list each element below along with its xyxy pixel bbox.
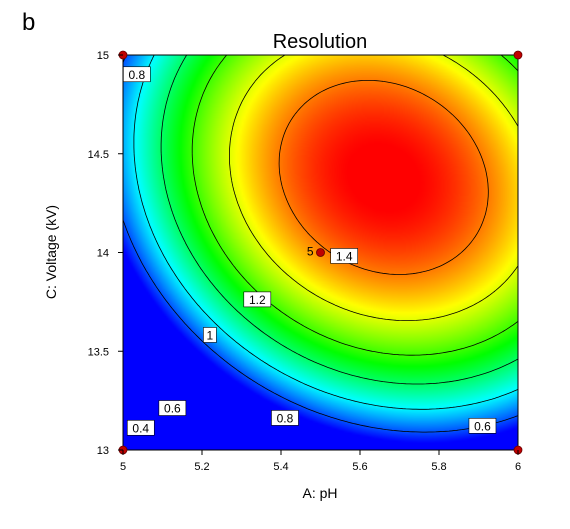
contour-line-1-2 (229, 54, 519, 321)
contour-label-box (243, 291, 272, 308)
contour-label-box (468, 417, 497, 434)
x-tick-label: 5.2 (194, 461, 209, 473)
contour-label: 0.8 (271, 410, 299, 426)
contour-label: 0.4 (126, 419, 155, 436)
panel-label: b (22, 9, 35, 36)
contour-label: 0.6 (468, 417, 497, 434)
contour-label-text: 0.6 (164, 402, 181, 416)
x-tick-label: 5.6 (352, 461, 367, 473)
plot-area: 0.8 1.4 1.2 1 0.8 0.6 0.4 0.6 5 (118, 50, 523, 455)
contour-label-text: 0.8 (277, 411, 294, 425)
replicate-count-label: 5 (307, 245, 314, 259)
x-tick-label: 5.4 (273, 461, 288, 473)
contour-label-box (126, 419, 155, 436)
contour-label: 0.6 (158, 400, 187, 416)
y-tick-label: 15 (97, 50, 109, 62)
contour-label-box (158, 400, 187, 416)
x-tick-label: 5.8 (431, 461, 446, 473)
design-point (513, 50, 523, 60)
x-tick-label: 5 (120, 461, 126, 473)
chart-title: Resolution (273, 31, 368, 53)
contour-line-0-6 (133, 54, 519, 410)
y-tick-label: 13.5 (88, 346, 109, 358)
x-axis: 5 5.2 5.4 5.6 5.8 6 (120, 450, 521, 473)
contour-line-0-8 (160, 54, 519, 385)
y-tick-label: 14 (97, 248, 109, 260)
contour-label: 1.2 (243, 291, 272, 308)
x-tick-label: 6 (515, 461, 521, 473)
contour-line-1-4 (278, 80, 489, 275)
y-tick-label: 14.5 (88, 149, 109, 161)
contour-label-text: 1.4 (336, 249, 353, 263)
contour-label-text: 1 (207, 328, 214, 342)
contour-label-text: 0.8 (128, 68, 145, 82)
contour-lines (122, 54, 519, 433)
contour-label-text: 1.2 (249, 293, 266, 307)
contour-label-box (203, 327, 217, 343)
contour-label: 1.4 (330, 248, 359, 264)
y-tick-label: 13 (97, 445, 109, 457)
contour-label-text: 0.4 (132, 421, 149, 435)
x-axis-label: A: pH (302, 485, 337, 501)
contour-label-box (271, 410, 299, 426)
contour-line-1 (191, 54, 519, 356)
y-axis: 13 13.5 14 14.5 15 (88, 50, 123, 457)
y-axis-label: C: Voltage (kV) (43, 205, 59, 299)
contour-labels: 0.8 1.4 1.2 1 0.8 0.6 0.4 0.6 (123, 66, 497, 436)
contour-label-box (123, 66, 151, 83)
design-point (316, 248, 325, 257)
contour-label: 0.8 (123, 66, 151, 83)
contour-label-text: 0.6 (474, 419, 491, 433)
contour-label: 1 (203, 327, 217, 343)
contour-label-box (330, 248, 359, 264)
